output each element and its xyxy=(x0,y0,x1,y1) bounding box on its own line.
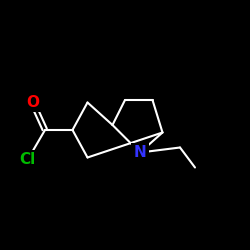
Text: N: N xyxy=(134,145,146,160)
Text: Cl: Cl xyxy=(20,152,36,168)
Text: O: O xyxy=(26,95,39,110)
